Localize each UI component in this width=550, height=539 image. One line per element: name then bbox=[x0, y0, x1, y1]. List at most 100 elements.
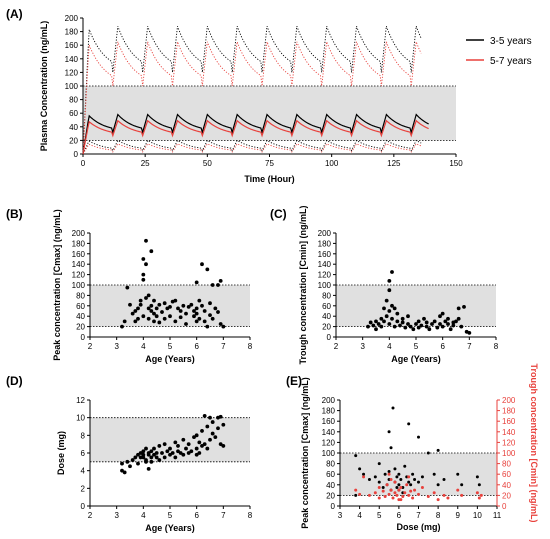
data-point bbox=[154, 451, 159, 455]
data-point bbox=[221, 324, 226, 329]
series-line bbox=[82, 113, 429, 155]
data-point bbox=[138, 298, 143, 303]
data-point bbox=[141, 272, 146, 277]
data-point bbox=[202, 309, 207, 313]
y-tick-label: 40 bbox=[322, 312, 331, 321]
data-point bbox=[443, 319, 448, 324]
data-point bbox=[149, 303, 154, 308]
data-point bbox=[389, 446, 393, 450]
data-point bbox=[417, 435, 420, 439]
y-tick-label: 180 bbox=[322, 407, 336, 416]
x-tick-label: 8 bbox=[248, 511, 253, 520]
data-point bbox=[181, 437, 186, 442]
data-point bbox=[170, 451, 175, 455]
data-point bbox=[414, 322, 418, 326]
data-point bbox=[210, 283, 215, 287]
data-point bbox=[367, 493, 371, 497]
data-point bbox=[181, 303, 186, 308]
y-tick-label: 80 bbox=[326, 460, 335, 469]
data-point bbox=[141, 257, 146, 261]
x-axis-label: Dose (mg) bbox=[396, 522, 440, 532]
data-point bbox=[393, 491, 397, 495]
y-tick-label: 140 bbox=[322, 428, 336, 437]
y-tick-label: 200 bbox=[72, 229, 86, 238]
x-tick-label: 5 bbox=[377, 511, 382, 520]
data-point bbox=[144, 459, 148, 464]
data-point bbox=[141, 277, 146, 282]
x-tick-label: 8 bbox=[494, 342, 499, 351]
data-point bbox=[146, 467, 151, 471]
data-point bbox=[390, 316, 394, 321]
data-point bbox=[403, 491, 407, 495]
data-point bbox=[387, 492, 391, 496]
data-point bbox=[424, 324, 429, 329]
data-point bbox=[403, 464, 407, 468]
data-point bbox=[456, 472, 460, 476]
data-point bbox=[383, 472, 387, 476]
x-tick-label: 6 bbox=[397, 511, 402, 520]
x-tick-label: 11 bbox=[493, 511, 502, 520]
data-point bbox=[178, 309, 183, 313]
data-point bbox=[141, 455, 146, 460]
x-tick-label: 4 bbox=[357, 511, 362, 520]
x-tick-label: 6 bbox=[440, 342, 445, 351]
data-point bbox=[202, 442, 207, 447]
data-point bbox=[426, 494, 430, 498]
data-point bbox=[395, 311, 400, 316]
data-point bbox=[440, 324, 445, 329]
data-point bbox=[436, 448, 440, 452]
data-point bbox=[120, 324, 124, 329]
panel-a-chart: 0 20 40 60 80 100 120 140 160 180 200 0 25 50 75 100 125… bbox=[39, 14, 463, 184]
data-point bbox=[467, 330, 472, 335]
panel-letter-e: (E) bbox=[286, 374, 302, 388]
data-point bbox=[173, 319, 178, 324]
data-point bbox=[168, 304, 172, 309]
data-point bbox=[456, 488, 460, 492]
y-right-tick-label: 160 bbox=[502, 417, 516, 426]
series-line bbox=[82, 41, 422, 155]
data-point bbox=[125, 459, 130, 464]
data-point bbox=[399, 478, 403, 481]
y-axis-label: Dose (mg) bbox=[56, 431, 66, 475]
data-point bbox=[454, 319, 458, 324]
y-tick-label: 120 bbox=[318, 271, 332, 280]
x-tick-label: 4 bbox=[387, 342, 392, 351]
data-point bbox=[420, 475, 424, 479]
data-point bbox=[141, 449, 146, 454]
data-point bbox=[152, 452, 156, 457]
x-tick-label: 8 bbox=[248, 342, 253, 351]
data-point bbox=[358, 467, 362, 471]
y-tick-label: 140 bbox=[72, 260, 86, 269]
y-tick-label: 2 bbox=[81, 484, 86, 493]
data-point bbox=[173, 455, 178, 460]
data-point bbox=[391, 496, 395, 500]
data-point bbox=[160, 310, 164, 314]
data-point bbox=[157, 302, 162, 307]
y-right-tick-label: 20 bbox=[502, 491, 511, 500]
y-right-tick-label: 60 bbox=[502, 470, 511, 479]
data-point bbox=[138, 451, 143, 455]
data-point bbox=[200, 303, 204, 308]
data-point bbox=[390, 303, 394, 308]
data-point bbox=[432, 472, 436, 476]
data-point bbox=[133, 319, 138, 324]
y-tick-label: 40 bbox=[76, 312, 85, 321]
data-point bbox=[371, 323, 376, 328]
y-tick-label: 180 bbox=[72, 239, 86, 248]
data-point bbox=[366, 324, 370, 329]
data-point bbox=[157, 458, 162, 462]
data-point bbox=[154, 455, 159, 460]
data-point bbox=[152, 319, 156, 324]
y-tick-label: 180 bbox=[65, 28, 79, 37]
data-point bbox=[184, 446, 188, 451]
data-point bbox=[392, 306, 397, 311]
x-tick-label: 9 bbox=[456, 511, 461, 520]
data-point bbox=[202, 319, 207, 324]
data-point bbox=[456, 306, 461, 311]
data-point bbox=[387, 278, 392, 283]
x-tick-label: 6 bbox=[194, 511, 199, 520]
data-point bbox=[200, 262, 204, 267]
data-point bbox=[382, 306, 386, 311]
